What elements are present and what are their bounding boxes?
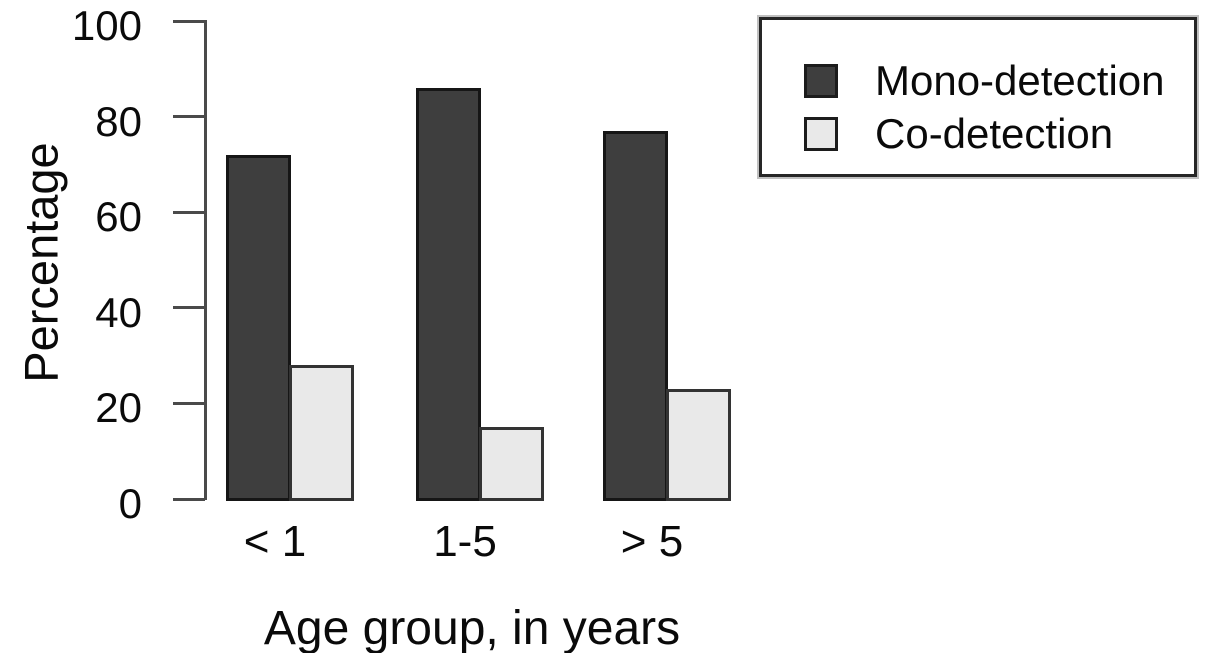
bar-mono-detection-1 (226, 154, 291, 501)
x-category-label-1: < 1 (243, 517, 307, 566)
y-tick-label: 60 (95, 193, 142, 241)
y-tick (173, 115, 205, 119)
y-tick-label: 20 (95, 384, 142, 432)
legend: Mono-detection Co-detection (759, 17, 1197, 177)
y-tick-label: 0 (118, 480, 142, 527)
x-category-label-5: > 5 (620, 517, 684, 566)
y-axis-line (204, 20, 207, 500)
legend-item-co-detection: Co-detection (762, 107, 1194, 160)
y-tick-label: 40 (95, 288, 142, 336)
y-tick (173, 210, 205, 214)
legend-swatch-co-detection-icon (804, 116, 838, 151)
y-tick (173, 306, 205, 310)
y-tick-label: 100 (71, 2, 142, 49)
legend-label: Co-detection (875, 109, 1114, 157)
bar-mono-detection-5 (603, 130, 668, 501)
bar-co-detection-1 (289, 365, 354, 501)
y-tick (173, 19, 205, 23)
bar-co-detection-1-5 (479, 427, 544, 501)
y-tick (173, 401, 205, 405)
legend-items: Mono-detection Co-detection (762, 54, 1194, 160)
y-tick (173, 497, 205, 501)
y-tick-label: 80 (95, 97, 142, 145)
x-axis-title: Age group, in years (263, 602, 681, 653)
legend-label: Mono-detection (875, 56, 1165, 104)
y-axis-title: Percentage (14, 142, 68, 383)
bar-mono-detection-1-5 (416, 87, 481, 501)
legend-swatch-mono-detection-icon (804, 63, 838, 98)
x-category-label-1-5: 1-5 (433, 517, 497, 566)
bar-co-detection-5 (666, 389, 731, 501)
legend-item-mono-detection: Mono-detection (762, 54, 1194, 107)
